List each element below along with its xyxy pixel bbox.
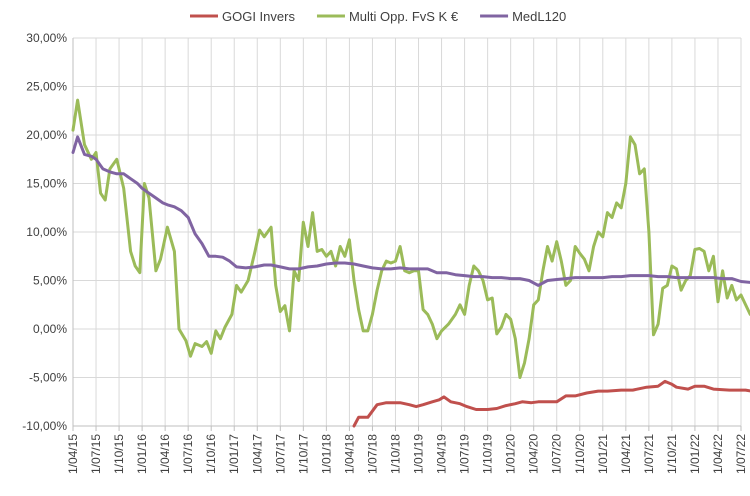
x-tick-label: 1/01/22 — [688, 434, 702, 474]
y-tick-label: 20,00% — [26, 128, 67, 142]
x-tick-label: 1/04/21 — [619, 434, 633, 474]
x-tick-label: 1/01/19 — [412, 434, 426, 474]
x-tick-label: 1/04/22 — [711, 434, 725, 474]
x-tick-label: 1/07/17 — [273, 434, 287, 474]
x-tick-label: 1/04/17 — [250, 434, 264, 474]
y-tick-label: 5,00% — [33, 274, 67, 288]
x-tick-label: 1/07/21 — [642, 434, 656, 474]
x-tick-label: 1/07/20 — [550, 434, 564, 474]
x-tick-label: 1/10/19 — [481, 434, 495, 474]
x-tick-label: 1/10/16 — [204, 434, 218, 474]
x-tick-label: 1/07/18 — [365, 434, 379, 474]
y-tick-label: 0,00% — [33, 322, 67, 336]
y-tick-label: 10,00% — [26, 225, 67, 239]
y-tick-label: 30,00% — [26, 31, 67, 45]
legend: GOGI Invers Multi Opp. FvS K € MedL120 — [190, 9, 566, 24]
y-tick-label: -5,00% — [29, 371, 67, 385]
x-tick-label: 1/04/18 — [342, 434, 356, 474]
legend-label-0: GOGI Invers — [222, 9, 295, 24]
x-tick-label: 1/01/16 — [135, 434, 149, 474]
legend-label-2: MedL120 — [512, 9, 566, 24]
series-layer — [71, 98, 750, 428]
x-tick-label: 1/04/16 — [158, 434, 172, 474]
series-line-1 — [71, 98, 750, 379]
x-tick-label: 1/04/19 — [435, 434, 449, 474]
axis-layer: -10,00% -5,00% 0,00% 5,00% 10,00% 15,00% 20,00… — [22, 31, 748, 474]
x-tick-label: 1/04/15 — [66, 434, 80, 474]
x-tick-label: 1/10/15 — [112, 434, 126, 474]
series-line-0 — [352, 379, 750, 428]
y-tick-label: -10,00% — [22, 419, 67, 433]
series-line-2 — [71, 135, 750, 287]
grid-layer — [72, 37, 742, 427]
x-tick-label: 1/10/20 — [573, 434, 587, 474]
x-tick-label: 1/10/18 — [388, 434, 402, 474]
x-tick-label: 1/01/20 — [504, 434, 518, 474]
y-tick-label: 25,00% — [26, 80, 67, 94]
x-tick-label: 1/07/16 — [181, 434, 195, 474]
legend-label-1: Multi Opp. FvS K € — [349, 9, 459, 24]
x-tick-label: 1/01/17 — [227, 434, 241, 474]
x-tick-label: 1/01/21 — [596, 434, 610, 474]
x-tick-label: 1/04/20 — [527, 434, 541, 474]
x-tick-label: 1/10/21 — [665, 434, 679, 474]
x-tick-label: 1/07/15 — [89, 434, 103, 474]
x-tick-label: 1/07/19 — [458, 434, 472, 474]
x-tick-label: 1/07/22 — [734, 434, 748, 474]
x-tick-label: 1/10/17 — [296, 434, 310, 474]
x-tick-label: 1/01/18 — [319, 434, 333, 474]
y-tick-label: 15,00% — [26, 177, 67, 191]
